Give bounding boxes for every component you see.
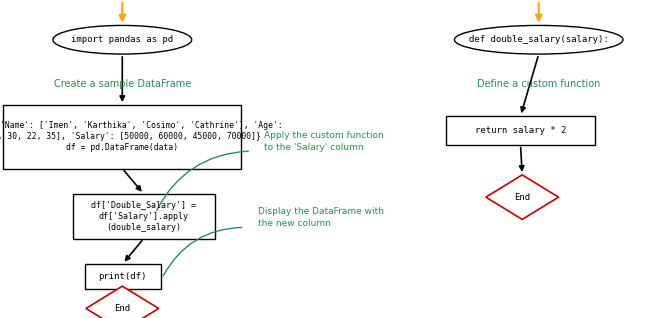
Text: End: End bbox=[514, 193, 530, 202]
Text: Apply the custom function
to the 'Salary' column: Apply the custom function to the 'Salary… bbox=[264, 131, 384, 152]
Text: def double_salary(salary):: def double_salary(salary): bbox=[469, 35, 609, 44]
Bar bbox=[446, 116, 595, 145]
Text: data = {'Name': ['Imen', 'Karthika', 'Cosimo', 'Cathrine'], 'Age':
[25, 30, 22, : data = {'Name': ['Imen', 'Karthika', 'Co… bbox=[0, 121, 283, 152]
Polygon shape bbox=[86, 286, 159, 318]
Text: Define a custom function: Define a custom function bbox=[477, 79, 600, 89]
Bar bbox=[85, 264, 161, 289]
Text: Display the DataFrame with
the new column: Display the DataFrame with the new colum… bbox=[258, 207, 384, 228]
Text: return salary * 2: return salary * 2 bbox=[475, 126, 566, 135]
Text: Create a sample DataFrame: Create a sample DataFrame bbox=[54, 79, 191, 89]
Ellipse shape bbox=[53, 25, 192, 54]
Text: End: End bbox=[114, 304, 130, 313]
Bar bbox=[3, 105, 241, 169]
Ellipse shape bbox=[454, 25, 623, 54]
Text: import pandas as pd: import pandas as pd bbox=[71, 35, 173, 44]
Text: df['Double_Salary'] =
df['Salary'].apply
(double_salary): df['Double_Salary'] = df['Salary'].apply… bbox=[91, 201, 196, 232]
Bar bbox=[73, 194, 215, 238]
Text: print(df): print(df) bbox=[98, 272, 147, 281]
Polygon shape bbox=[486, 175, 559, 219]
